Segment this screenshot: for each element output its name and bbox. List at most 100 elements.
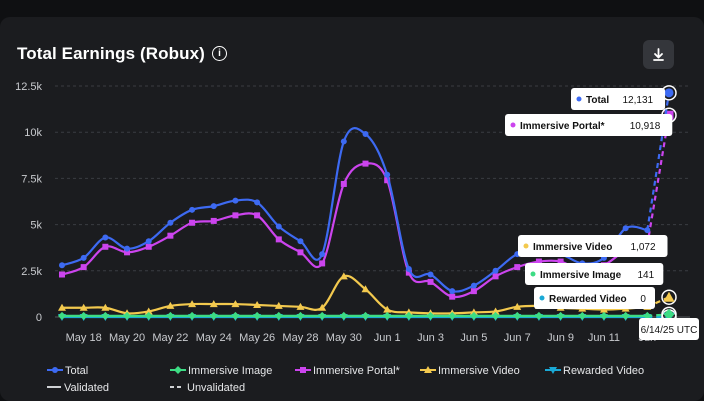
data-point (166, 301, 175, 309)
tooltip-series-name: Rewarded Video (549, 294, 627, 305)
x-tick-label: Jun 9 (547, 332, 574, 344)
data-point-highlight (664, 88, 674, 98)
data-point (274, 301, 283, 309)
data-point (275, 236, 282, 243)
data-point (188, 300, 197, 308)
legend-item: Immersive Video (420, 365, 520, 377)
data-point (145, 238, 152, 245)
chart-title: Total Earnings (Robux) (17, 44, 205, 63)
tooltip-series-name: Total (586, 95, 609, 106)
tooltip-box (534, 287, 655, 309)
legend-label: Total (65, 365, 88, 377)
data-point (534, 311, 543, 320)
download-button[interactable] (643, 40, 674, 69)
legend-label: Validated (64, 382, 109, 394)
tooltip-swatch (530, 271, 536, 277)
series-line-unvalidated (646, 92, 671, 231)
data-point (404, 311, 413, 320)
data-point (296, 311, 305, 320)
x-tick-label: Jun 3 (417, 332, 444, 344)
data-point-highlight (663, 291, 675, 302)
data-point (427, 278, 434, 285)
data-point (296, 302, 305, 310)
tooltip-item: Immersive Video 1,072 (518, 235, 668, 257)
data-point (102, 234, 109, 241)
data-point (405, 269, 412, 276)
legend-marker (424, 366, 432, 373)
legend-label: Rewarded Video (563, 365, 644, 377)
data-point (469, 311, 478, 320)
data-point (101, 311, 110, 320)
legend-item: Validated (47, 382, 109, 394)
data-point (318, 303, 327, 311)
data-point (297, 238, 304, 245)
tooltip-series-name: Immersive Image (540, 270, 622, 281)
data-point (210, 217, 217, 224)
data-point (449, 288, 456, 295)
data-point-highlight (663, 308, 675, 320)
data-point (644, 227, 651, 234)
x-tick-label: May 18 (66, 332, 102, 344)
data-point (405, 265, 412, 272)
data-point (362, 160, 369, 167)
series-line-validated (61, 162, 648, 299)
data-point (144, 311, 153, 320)
data-point (102, 243, 109, 250)
tooltip-box (518, 235, 668, 257)
legend-item: Immersive Portal* (295, 365, 401, 377)
x-tick-label: Jun 11 (588, 332, 620, 344)
legend-label: Immersive Portal* (313, 365, 401, 377)
data-point (383, 305, 392, 313)
legend-item: Unvalidated (170, 382, 245, 394)
data-point (232, 212, 239, 219)
y-tick-label: 0 (36, 312, 42, 324)
data-point (189, 206, 196, 213)
data-point (58, 303, 66, 311)
tooltip-swatch (523, 243, 529, 249)
data-point (427, 271, 434, 278)
data-point (448, 311, 457, 320)
data-point (319, 260, 326, 267)
legend-item: Rewarded Video (545, 365, 644, 377)
legend-label: Unvalidated (187, 382, 245, 394)
data-point (384, 171, 391, 178)
data-point (253, 300, 262, 308)
tooltip-value: 12,131 (623, 95, 654, 106)
data-point (361, 311, 370, 320)
data-point (231, 300, 240, 308)
tooltip-value: 141 (638, 270, 655, 281)
data-point (232, 197, 239, 204)
data-point (318, 311, 327, 320)
data-point (124, 249, 131, 256)
data-point (274, 311, 283, 320)
data-point (145, 243, 152, 250)
data-point (144, 307, 153, 315)
data-point (339, 311, 348, 320)
x-tick-label: May 24 (196, 332, 232, 344)
data-point (491, 311, 500, 320)
data-point (513, 311, 522, 320)
x-tick-label: May 28 (282, 332, 318, 344)
data-point (361, 285, 370, 293)
tooltip-item: Immersive Portal* 10,918 (505, 114, 673, 136)
legend-item: Total (47, 365, 88, 377)
info-icon[interactable]: i (212, 46, 227, 61)
legend-marker (52, 367, 58, 373)
data-point (340, 180, 347, 187)
x-tick-label: Jun 7 (504, 332, 531, 344)
data-point (404, 308, 413, 316)
tooltip-item: Immersive Image 141 (525, 263, 664, 285)
data-point (470, 288, 477, 295)
tooltip-series-name: Immersive Video (533, 242, 612, 253)
tooltip-box (505, 114, 673, 136)
date-badge-text: 6/14/25 UTC (641, 325, 698, 336)
data-point (167, 232, 174, 239)
data-point (188, 311, 197, 320)
data-point (297, 249, 304, 256)
data-point (80, 254, 87, 261)
data-point (210, 203, 217, 210)
x-tick-label: May 22 (152, 332, 188, 344)
series-immersive-image (58, 306, 677, 323)
legend-marker (300, 367, 306, 373)
